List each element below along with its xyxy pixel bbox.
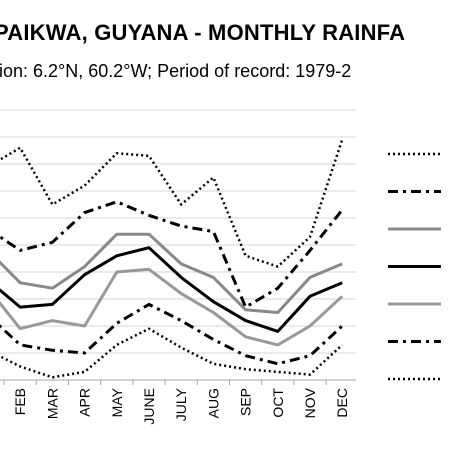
x-tick-labels: FEB MAR APR MAY JUNE JULY AUG SEP OCT NOV DEC bbox=[12, 387, 350, 424]
x-tick-label: FEB bbox=[12, 388, 28, 415]
gridlines bbox=[0, 109, 356, 354]
x-tick-label: APR bbox=[77, 388, 93, 417]
series-line-4 bbox=[0, 246, 343, 333]
x-tick-label: SEP bbox=[238, 388, 254, 416]
series-line-6 bbox=[0, 302, 344, 366]
x-tick-label: MAY bbox=[109, 387, 125, 417]
series-line-2 bbox=[0, 200, 344, 309]
x-tick-label: AUG bbox=[205, 388, 221, 418]
x-tick-label: OCT bbox=[270, 388, 286, 418]
x-tick-label: MAR bbox=[44, 388, 60, 419]
x-axis bbox=[0, 379, 356, 385]
legend bbox=[388, 152, 441, 381]
x-tick-label: NOV bbox=[302, 387, 318, 418]
x-tick-label: DEC bbox=[334, 388, 350, 418]
x-tick-label: JUNE bbox=[141, 388, 157, 425]
series-lines bbox=[0, 139, 344, 379]
series-line-1 bbox=[0, 139, 344, 268]
chart-subtitle: tion: 6.2°N, 60.2°W; Period of record: 1… bbox=[0, 61, 352, 81]
chart-title: PAIKWA, GUYANA - MONTHLY RAINFA bbox=[0, 20, 406, 45]
x-tick-label: JULY bbox=[173, 387, 189, 421]
series-line-3 bbox=[0, 232, 343, 314]
series-line-5 bbox=[0, 267, 344, 347]
